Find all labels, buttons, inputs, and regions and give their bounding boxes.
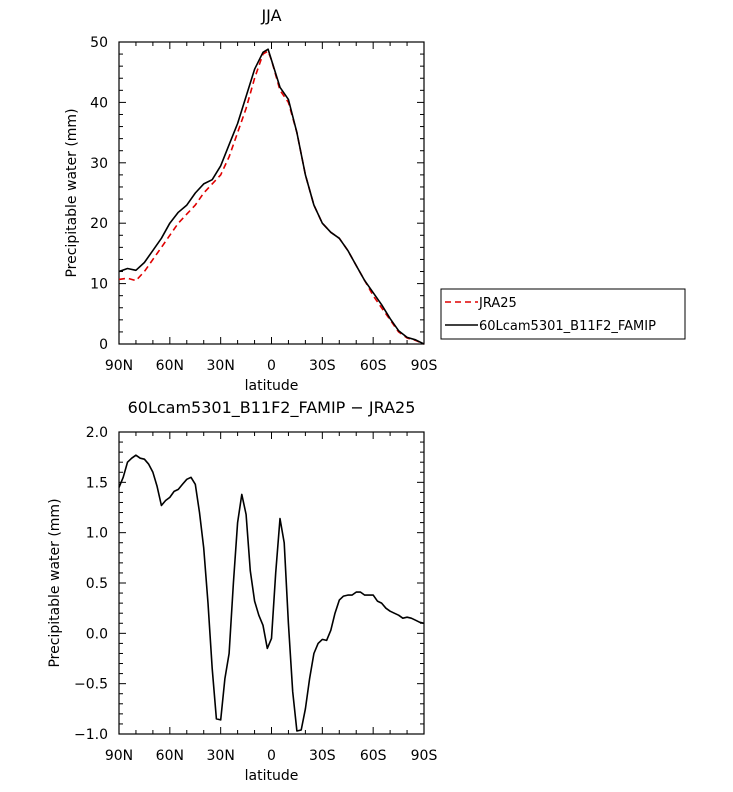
x-tick-label: 60N xyxy=(156,358,184,374)
y-tick-label: −1.0 xyxy=(74,727,108,743)
y-tick-label: 40 xyxy=(90,95,108,111)
x-tick-label: 90S xyxy=(411,358,438,374)
series-line-1 xyxy=(118,48,425,345)
x-tick-label: 90S xyxy=(411,748,438,764)
x-tick-label: 60S xyxy=(360,358,387,374)
y-tick-label: 50 xyxy=(90,35,108,51)
x-axis-label: latitude xyxy=(245,768,299,784)
y-tick-label: 1.0 xyxy=(86,526,108,542)
y-tick-label: 2.0 xyxy=(86,425,108,441)
y-tick-label: 10 xyxy=(90,277,108,293)
legend-label-1: 60Lcam5301_B11F2_FAMIP xyxy=(479,319,656,334)
x-tick-label: 30S xyxy=(309,748,336,764)
plot-frame xyxy=(118,431,425,735)
difference-panel: 90N 60N 30N 0 30S 60S 90S −1.0 −0.5 0.0 0.5 1.0 1.5 2… xyxy=(47,398,437,784)
y-axis-label: Precipitable water (mm) xyxy=(64,108,80,277)
x-tick-label: 30N xyxy=(207,748,235,764)
y-tick-label: 0.0 xyxy=(86,626,108,642)
y-tick-label: 30 xyxy=(90,156,108,172)
legend-label-0: JRA25 xyxy=(478,296,517,311)
x-tick-label: 90N xyxy=(105,748,133,764)
y-tick-label: −0.5 xyxy=(74,677,108,693)
legend: JRA25 60Lcam5301_B11F2_FAMIP xyxy=(440,288,686,340)
x-axis-label: latitude xyxy=(245,378,299,394)
chart-title: JJA xyxy=(260,6,281,25)
x-tick-label: 30N xyxy=(207,358,235,374)
x-tick-label: 90N xyxy=(105,358,133,374)
precipitable-water-panel: 90N 60N 30N 0 30S 60S 90S 0 10 20 30 40 50 JJA latitud… xyxy=(64,6,437,394)
y-tick-label: 1.5 xyxy=(86,475,108,491)
legend-box xyxy=(440,288,686,340)
x-tick-label: 0 xyxy=(267,748,276,764)
x-tick-label: 0 xyxy=(267,358,276,374)
y-tick-label: 0.5 xyxy=(86,576,108,592)
x-tick-label: 60S xyxy=(360,748,387,764)
y-tick-label: 0 xyxy=(99,337,108,353)
y-tick-label: 20 xyxy=(90,216,108,232)
chart-title: 60Lcam5301_B11F2_FAMIP − JRA25 xyxy=(128,398,416,418)
y-axis-label: Precipitable water (mm) xyxy=(47,498,63,667)
series-line-0 xyxy=(118,454,425,732)
x-tick-label: 60N xyxy=(156,748,184,764)
x-tick-label: 30S xyxy=(309,358,336,374)
